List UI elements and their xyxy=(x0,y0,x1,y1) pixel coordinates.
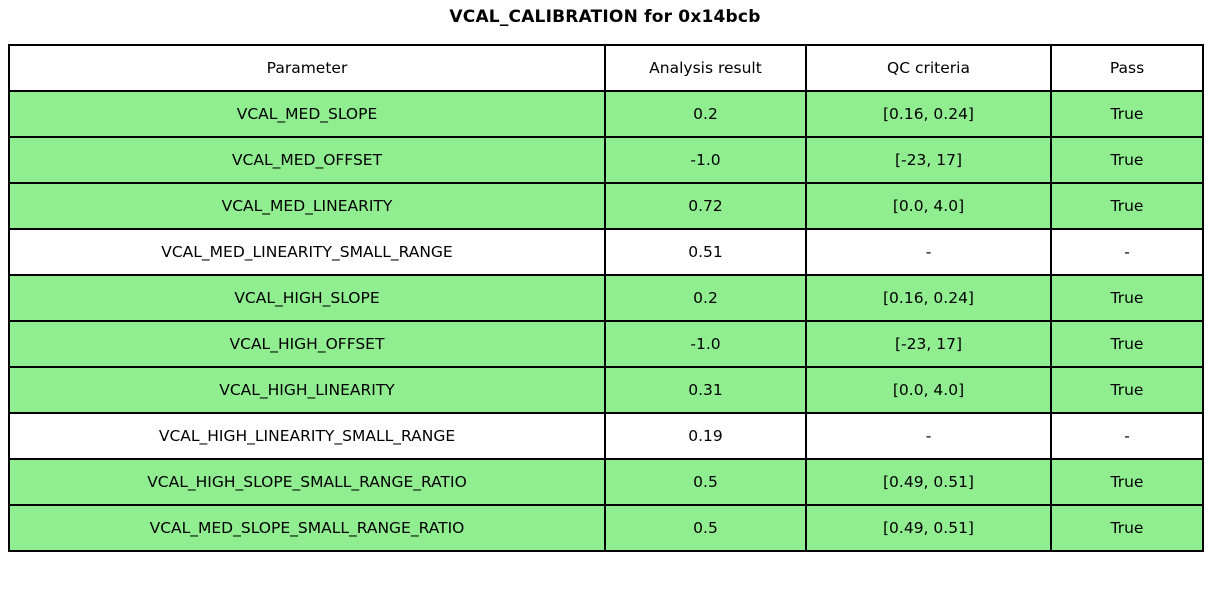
pass-cell: True xyxy=(1050,320,1204,368)
parameter-cell: VCAL_MED_SLOPE xyxy=(8,90,606,138)
table-row: VCAL_MED_LINEARITY_SMALL_RANGE 0.51- - xyxy=(8,228,1204,276)
analysis-result-cell: 0.2 xyxy=(604,274,807,322)
parameter-cell: VCAL_MED_LINEARITY xyxy=(8,182,606,230)
table-row: VCAL_MED_SLOPE 0.2 [0.16, 0.24] True xyxy=(8,90,1204,138)
column-header-pass: Pass xyxy=(1050,44,1204,92)
analysis-result-cell: 0.5 xyxy=(604,458,807,506)
qc-criteria-cell: [0.0, 4.0] xyxy=(805,366,1052,414)
qc-criteria-cell: [0.16, 0.24] xyxy=(805,90,1052,138)
qc-criteria-cell: [0.16, 0.24] xyxy=(805,274,1052,322)
parameter-cell: VCAL_MED_OFFSET xyxy=(8,136,606,184)
parameter-cell: VCAL_HIGH_OFFSET xyxy=(8,320,606,368)
analysis-result-cell: 0.5 xyxy=(604,504,807,552)
analysis-result-cell: 0.19 xyxy=(604,412,807,460)
analysis-result-cell: -1.0 xyxy=(604,320,807,368)
column-header-analysis-result: Analysis result xyxy=(604,44,807,92)
analysis-result-cell: 0.72 xyxy=(604,182,807,230)
pass-cell: True xyxy=(1050,366,1204,414)
pass-cell: - xyxy=(1050,228,1204,276)
column-header-qc-criteria: QC criteria xyxy=(805,44,1052,92)
table-body: VCAL_MED_SLOPE 0.2 [0.16, 0.24] True VCAL_ME… xyxy=(8,90,1204,552)
pass-cell: True xyxy=(1050,136,1204,184)
qc-results-table: Parameter Analysis result QC criteria Pa… xyxy=(8,44,1204,552)
pass-cell: True xyxy=(1050,90,1204,138)
qc-criteria-cell: [-23, 17] xyxy=(805,320,1052,368)
parameter-cell: VCAL_MED_SLOPE_SMALL_RANGE_RATIO xyxy=(8,504,606,552)
page-title: VCAL_CALIBRATION for 0x14bcb xyxy=(449,7,761,27)
pass-cell: - xyxy=(1050,412,1204,460)
analysis-result-cell: 0.51 xyxy=(604,228,807,276)
parameter-cell: VCAL_HIGH_SLOPE_SMALL_RANGE_RATIO xyxy=(8,458,606,506)
table-row: VCAL_HIGH_SLOPE 0.2 [0.16, 0.24] True xyxy=(8,274,1204,322)
parameter-cell: VCAL_MED_LINEARITY_SMALL_RANGE xyxy=(8,228,606,276)
column-header-parameter: Parameter xyxy=(8,44,606,92)
analysis-result-cell: 0.2 xyxy=(604,90,807,138)
parameter-cell: VCAL_HIGH_SLOPE xyxy=(8,274,606,322)
header-row: Parameter Analysis result QC criteria Pa… xyxy=(8,44,1204,92)
parameter-cell: VCAL_HIGH_LINEARITY_SMALL_RANGE xyxy=(8,412,606,460)
table-row: VCAL_HIGH_OFFSET -1.0 [-23, 17] True xyxy=(8,320,1204,368)
qc-criteria-cell: [0.49, 0.51] xyxy=(805,458,1052,506)
table-row: VCAL_HIGH_LINEARITY 0.31 [0.0, 4.0] True xyxy=(8,366,1204,414)
pass-cell: True xyxy=(1050,274,1204,322)
qc-criteria-cell: - xyxy=(805,412,1052,460)
qc-criteria-cell: [0.49, 0.51] xyxy=(805,504,1052,552)
pass-cell: True xyxy=(1050,182,1204,230)
table-row: VCAL_HIGH_SLOPE_SMALL_RANGE_RATIO 0.5 [0.4… xyxy=(8,458,1204,506)
table-row: VCAL_MED_OFFSET -1.0 [-23, 17] True xyxy=(8,136,1204,184)
pass-cell: True xyxy=(1050,458,1204,506)
analysis-result-cell: 0.31 xyxy=(604,366,807,414)
table-row: VCAL_HIGH_LINEARITY_SMALL_RANGE 0.19- - xyxy=(8,412,1204,460)
pass-cell: True xyxy=(1050,504,1204,552)
table-row: VCAL_MED_LINEARITY 0.72 [0.0, 4.0] True xyxy=(8,182,1204,230)
qc-criteria-cell: [-23, 17] xyxy=(805,136,1052,184)
qc-criteria-cell: - xyxy=(805,228,1052,276)
qc-criteria-cell: [0.0, 4.0] xyxy=(805,182,1052,230)
table-row: VCAL_MED_SLOPE_SMALL_RANGE_RATIO 0.5 [0.49… xyxy=(8,504,1204,552)
parameter-cell: VCAL_HIGH_LINEARITY xyxy=(8,366,606,414)
table-header: Parameter Analysis result QC criteria Pa… xyxy=(8,44,1204,92)
analysis-result-cell: -1.0 xyxy=(604,136,807,184)
